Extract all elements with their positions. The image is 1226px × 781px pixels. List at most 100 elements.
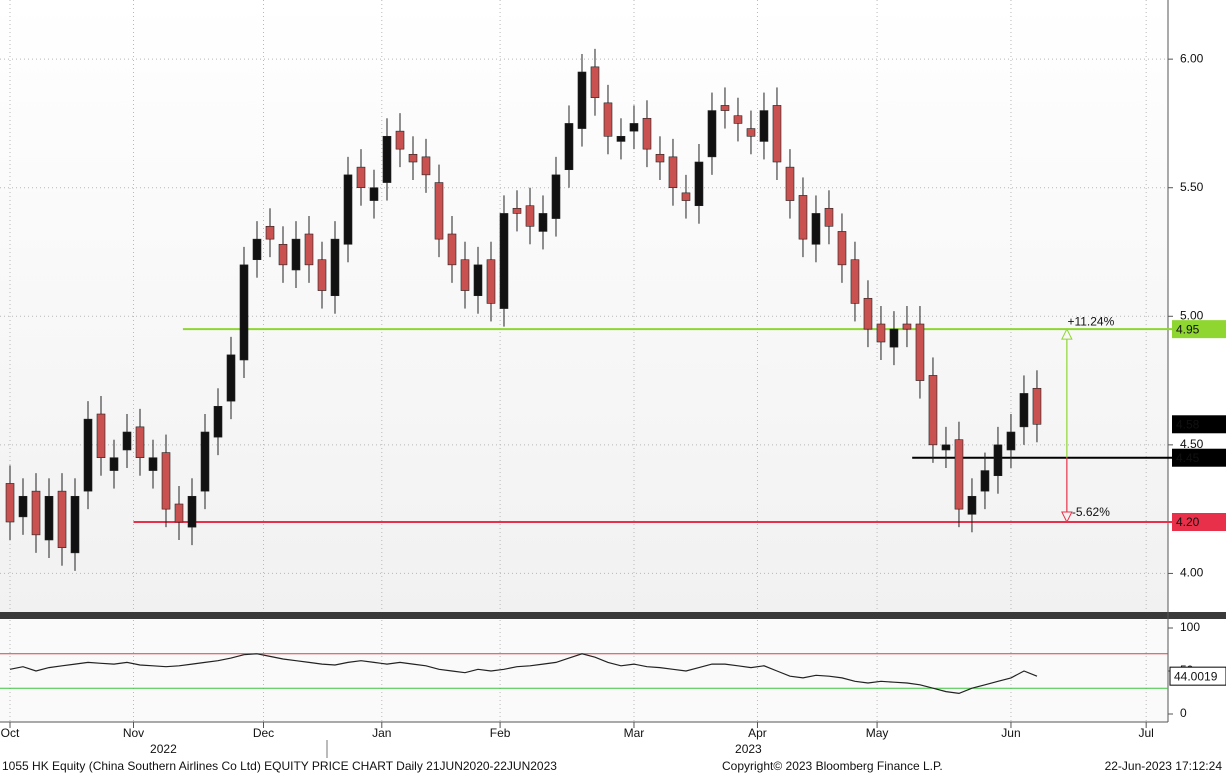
candle-body (759, 110, 769, 142)
candle-body (746, 128, 756, 137)
annotation-arrowhead (1061, 328, 1073, 340)
candle-body (395, 130, 405, 150)
candle-body (226, 354, 236, 402)
x-tick-label: Apr (748, 726, 767, 740)
candle-body (629, 123, 639, 132)
candle-body (889, 328, 899, 348)
candle-body (954, 439, 964, 510)
footer-right: 22-Jun-2023 17:12:24 (1105, 759, 1223, 773)
x-tick-label: May (866, 726, 889, 740)
candle-body (83, 418, 93, 492)
panel-divider (0, 612, 1226, 619)
x-tick-label: Dec (253, 726, 274, 740)
x-tick-label: Jul (1138, 726, 1153, 740)
rsi-panel (0, 620, 1168, 722)
candle-body (655, 153, 665, 163)
x-tick-label: Jun (1001, 726, 1020, 740)
candle-body (616, 135, 626, 142)
candle-body (798, 195, 808, 240)
x-tick-label: Feb (490, 726, 511, 740)
candle-body (356, 166, 366, 189)
rsi-last-box (1169, 666, 1226, 686)
candle-body (369, 187, 379, 201)
candle-body (421, 156, 431, 176)
last-price-box (1172, 415, 1226, 434)
level-box (1172, 320, 1226, 339)
candle-body (967, 495, 977, 515)
rsi-line (9, 653, 1038, 695)
x-tick-label: Jan (372, 726, 391, 740)
candle-body (928, 375, 938, 446)
candle-body (720, 105, 730, 111)
candle-body (5, 483, 15, 523)
candle-body (434, 182, 444, 240)
rsi-last-label: 44.0019 (1174, 669, 1218, 683)
y-tick-label: 0 (1180, 706, 1187, 720)
candle-body (174, 503, 184, 523)
candle-body (109, 457, 119, 471)
y-tick-label: 6.00 (1180, 51, 1204, 65)
candle-body (564, 123, 574, 171)
annotation-label: -5.62% (1072, 505, 1110, 519)
candle-body (44, 495, 54, 541)
y-tick-label: 4.50 (1180, 437, 1204, 451)
candle-body (538, 213, 548, 232)
candle-body (291, 238, 301, 271)
candle-body (70, 495, 80, 554)
annotation-label: +11.24% (1067, 314, 1114, 328)
candle-body (265, 225, 275, 240)
candle-body (213, 405, 223, 438)
candle-body (1019, 393, 1029, 428)
candle-body (96, 413, 106, 459)
candle-body (343, 174, 353, 245)
candle-body (941, 444, 951, 451)
candle-body (252, 238, 262, 261)
candle-body (1006, 431, 1016, 451)
footer-left: 1055 HK Equity (China Southern Airlines … (2, 759, 557, 773)
footer-center: Copyright© 2023 Bloomberg Finance L.P. (722, 759, 943, 773)
candle-body (460, 259, 470, 291)
candle-body (525, 205, 535, 227)
level-box (1172, 513, 1226, 531)
candle-body (980, 470, 990, 492)
candle-body (694, 161, 704, 207)
y-tick-label: 100 (1180, 620, 1200, 634)
candle-body (135, 426, 145, 459)
candle-body (837, 231, 847, 266)
level-label: 4.45 (1176, 451, 1200, 465)
candle-body (915, 323, 925, 381)
candle-body (18, 495, 28, 518)
candle-body (668, 156, 678, 189)
candle-body (31, 490, 41, 536)
candle-body (577, 71, 587, 129)
level-label: 4.95 (1176, 322, 1200, 336)
candle-body (278, 243, 288, 266)
candle-body (499, 213, 509, 309)
x-tick-label: Nov (123, 726, 144, 740)
candle-body (551, 174, 561, 219)
candle-body (785, 166, 795, 201)
candle-body (317, 259, 327, 291)
x-tick-label: Oct (1, 726, 20, 740)
candle-body (512, 207, 522, 214)
candle-body (850, 259, 860, 304)
candle-body (239, 264, 249, 361)
level-box (1172, 448, 1226, 467)
y-tick-label: 5.00 (1180, 308, 1204, 322)
candle-body (863, 297, 873, 330)
year-label: 2022 (150, 742, 177, 756)
candle-body (811, 213, 821, 245)
candle-body (486, 259, 496, 304)
candle-body (330, 238, 340, 297)
candle-body (161, 452, 171, 510)
candle-body (408, 153, 418, 163)
candle-body (200, 431, 210, 492)
candle-body (993, 444, 1003, 477)
candle-body (902, 323, 912, 330)
candle-body (876, 323, 886, 343)
last-price-label: 4.58 (1176, 417, 1200, 431)
candle-body (304, 233, 314, 266)
annotation-arrowhead (1061, 511, 1073, 524)
